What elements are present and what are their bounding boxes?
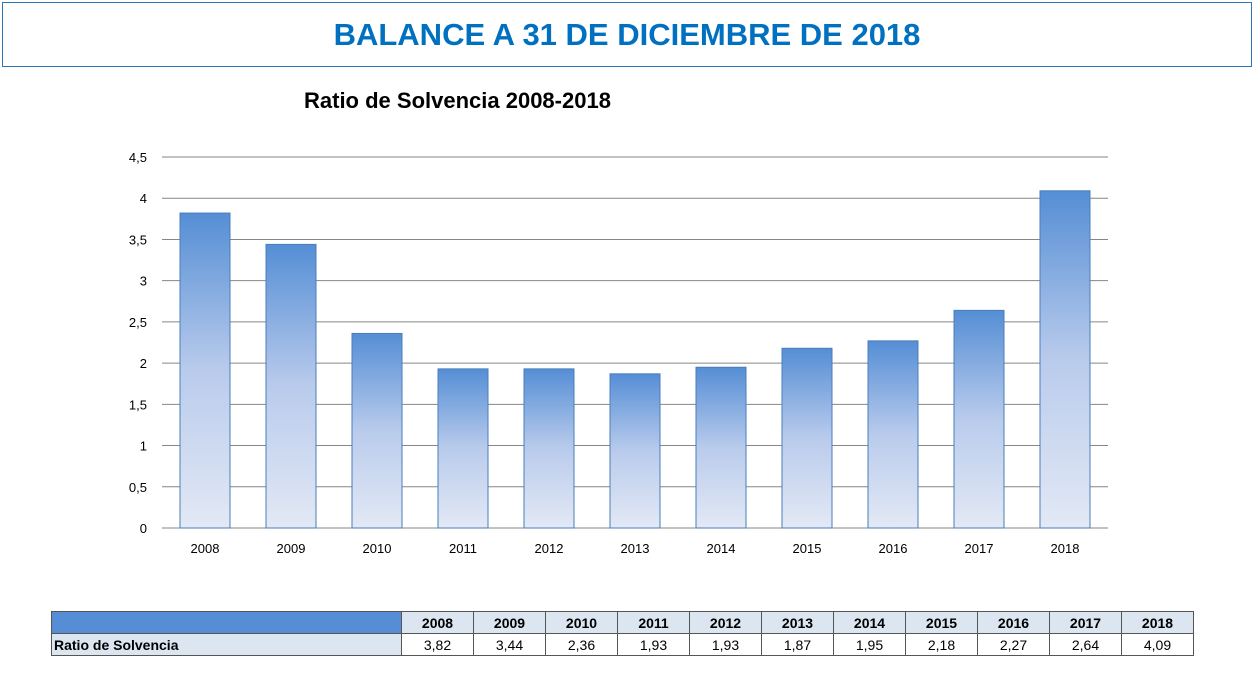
value-cell: 3,82 [401, 633, 474, 656]
bar-2017 [953, 309, 1005, 529]
y-tick-label: 0,5 [129, 480, 147, 495]
header-blank-cell [51, 611, 402, 634]
bar-2015 [781, 347, 833, 529]
page-title: BALANCE A 31 DE DICIEMBRE DE 2018 [333, 16, 921, 52]
value-cell: 2,36 [545, 633, 618, 656]
y-tick-label: 2 [140, 356, 147, 371]
y-tick-label: 4 [140, 191, 147, 206]
x-tick-label: 2010 [363, 541, 392, 556]
y-tick-label: 2,5 [129, 315, 147, 330]
bar-2010 [351, 332, 403, 529]
value-cell: 1,93 [689, 633, 762, 656]
x-tick-label: 2011 [449, 541, 477, 556]
chart-title: Ratio de Solvencia 2008-2018 [304, 88, 611, 113]
bar-chart: 0 0,5 1 1,5 2 2,5 3 3,5 4 4,5 2008 2009 2010 2011 2012… [129, 150, 1108, 556]
x-tick-label: 2012 [535, 541, 564, 556]
x-tick-label: 2013 [621, 541, 650, 556]
x-tick-label: 2015 [793, 541, 822, 556]
table-row: Ratio de Solvencia 3,82 3,44 2,36 1,93 1,93 1,… [51, 633, 1194, 656]
y-tick-label: 3 [140, 274, 147, 289]
year-header: 2018 [1121, 611, 1194, 634]
bar-2018 [1039, 190, 1091, 529]
y-tick-label: 0 [140, 521, 147, 536]
bar-2014 [695, 366, 747, 529]
title-banner: BALANCE A 31 DE DICIEMBRE DE 2018 [2, 2, 1252, 67]
x-tick-label: 2016 [879, 541, 908, 556]
value-cell: 3,44 [473, 633, 546, 656]
x-tick-label: 2014 [707, 541, 736, 556]
year-header: 2008 [401, 611, 474, 634]
year-header: 2013 [761, 611, 834, 634]
bar-2013 [609, 373, 661, 529]
bar-2009 [265, 243, 317, 529]
x-tick-label: 2008 [191, 541, 220, 556]
value-cell: 1,87 [761, 633, 834, 656]
value-cell: 1,93 [617, 633, 690, 656]
y-tick-label: 3,5 [129, 232, 147, 247]
year-header: 2010 [545, 611, 618, 634]
x-tick-label: 2017 [965, 541, 994, 556]
year-header: 2011 [617, 611, 690, 634]
year-header: 2009 [473, 611, 546, 634]
y-tick-label: 1,5 [129, 397, 147, 412]
value-cell: 2,64 [1049, 633, 1122, 656]
bar-2008 [179, 212, 231, 529]
value-cell: 4,09 [1121, 633, 1194, 656]
year-header: 2016 [977, 611, 1050, 634]
bar-2012 [523, 368, 575, 529]
x-tick-label: 2009 [277, 541, 306, 556]
y-tick-label: 1 [140, 439, 147, 454]
value-cell: 2,27 [977, 633, 1050, 656]
value-cell: 2,18 [905, 633, 978, 656]
row-label: Ratio de Solvencia [51, 633, 402, 656]
table-header-row: 2008 2009 2010 2011 2012 2013 2014 2015 2016 2017… [51, 611, 1194, 634]
x-tick-label: 2018 [1051, 541, 1080, 556]
bar-2011 [437, 368, 489, 529]
bar-2016 [867, 340, 919, 529]
year-header: 2012 [689, 611, 762, 634]
data-table: 2008 2009 2010 2011 2012 2013 2014 2015 2016 2017… [51, 611, 1194, 656]
value-cell: 1,95 [833, 633, 906, 656]
year-header: 2014 [833, 611, 906, 634]
year-header: 2017 [1049, 611, 1122, 634]
year-header: 2015 [905, 611, 978, 634]
y-tick-label: 4,5 [129, 150, 147, 165]
